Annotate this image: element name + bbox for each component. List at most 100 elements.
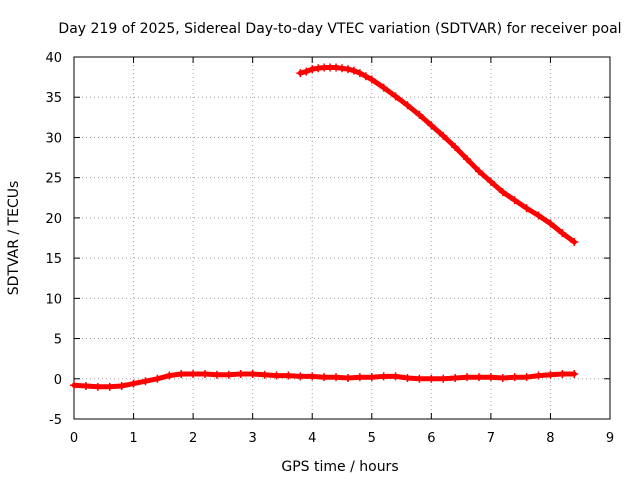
- plot-frame: [73, 56, 611, 420]
- data-point: [141, 377, 150, 386]
- x-tick-label: 0: [70, 431, 78, 446]
- y-tick-label: -5: [49, 413, 62, 428]
- chart-title: Day 219 of 2025, Sidereal Day-to-day VTE…: [58, 21, 621, 37]
- data-point: [302, 67, 311, 76]
- y-tick-label: 35: [45, 91, 62, 106]
- data-point: [308, 372, 317, 381]
- data-point: [558, 369, 567, 378]
- data-point: [415, 374, 424, 383]
- data-point: [451, 143, 460, 152]
- data-point: [570, 238, 579, 247]
- series-trace: [297, 65, 577, 245]
- data-point: [70, 381, 78, 390]
- data-point: [332, 373, 341, 382]
- data-point: [486, 373, 495, 382]
- data-point: [338, 64, 346, 73]
- data-point: [379, 83, 388, 92]
- data-point: [343, 373, 352, 382]
- data-point: [361, 72, 370, 81]
- y-tick-label: 40: [45, 51, 62, 66]
- data-point: [570, 369, 579, 378]
- x-tick-label: 4: [308, 431, 316, 446]
- series-sdtvar: [296, 63, 579, 247]
- data-point: [189, 369, 198, 378]
- data-point: [403, 101, 412, 110]
- data-point: [510, 373, 519, 382]
- data-point: [522, 204, 531, 213]
- data-point: [427, 374, 436, 383]
- y-tick-label: 15: [45, 252, 62, 267]
- data-point: [474, 167, 483, 176]
- data-point: [510, 196, 519, 205]
- data-point: [165, 371, 174, 380]
- data-point: [129, 379, 138, 388]
- data-point: [415, 110, 424, 119]
- data-point: [355, 373, 364, 382]
- data-point: [224, 370, 233, 379]
- data-point: [332, 63, 341, 72]
- y-tick-label: 10: [45, 292, 62, 307]
- data-point: [248, 369, 257, 378]
- data-point: [81, 382, 90, 391]
- data-point: [379, 372, 388, 381]
- y-tick-label: 25: [45, 172, 62, 187]
- data-point: [296, 372, 305, 381]
- y-tick-label: 0: [54, 373, 62, 388]
- data-point: [367, 75, 376, 84]
- data-point: [463, 155, 472, 164]
- data-point: [463, 373, 472, 382]
- data-point: [451, 373, 460, 382]
- data-point: [117, 382, 126, 391]
- data-point: [474, 373, 483, 382]
- x-tick-label: 6: [427, 431, 435, 446]
- x-tick-label: 2: [189, 431, 197, 446]
- data-point: [343, 65, 352, 74]
- data-point: [534, 371, 543, 380]
- data-point: [367, 373, 376, 382]
- y-tick-label: 5: [54, 333, 62, 348]
- data-point: [546, 219, 555, 228]
- data-point: [427, 121, 436, 130]
- data-point: [153, 374, 162, 383]
- x-tick-label: 8: [546, 431, 554, 446]
- y-tick-label: 30: [45, 131, 62, 146]
- data-point: [105, 382, 114, 391]
- data-point: [558, 229, 567, 238]
- data-point: [534, 211, 543, 220]
- data-point: [391, 92, 400, 101]
- y-axis-label: SDTVAR / TECUs: [6, 181, 22, 296]
- series-sdtvar: [70, 369, 579, 391]
- data-point: [212, 370, 221, 379]
- x-tick-label: 7: [487, 431, 495, 446]
- x-tick-label: 9: [606, 431, 614, 446]
- x-tick-label: 3: [249, 431, 257, 446]
- x-axis-label: GPS time / hours: [281, 459, 398, 475]
- data-point: [439, 374, 448, 383]
- data-point: [314, 64, 323, 73]
- data-point: [498, 373, 507, 382]
- data-point: [391, 372, 400, 381]
- data-point: [272, 371, 281, 380]
- data-point: [260, 370, 269, 379]
- data-point: [355, 69, 364, 78]
- data-point: [498, 188, 507, 197]
- data-point: [522, 373, 531, 382]
- data-point: [403, 373, 412, 382]
- data-point: [236, 369, 245, 378]
- data-point: [546, 370, 555, 379]
- axis-ticks: 0 1 2 3 4 5 6 7 8 9 -5 0 5 10 15 20 25 30 35 40: [45, 51, 614, 446]
- data-point: [296, 69, 305, 78]
- data-point: [349, 66, 358, 75]
- data-point: [284, 371, 293, 380]
- data-point: [320, 373, 329, 382]
- data-point: [308, 65, 317, 74]
- data-point: [201, 369, 210, 378]
- grid-lines: [74, 57, 610, 419]
- data-point: [486, 177, 495, 186]
- data-point: [93, 382, 102, 391]
- x-tick-label: 1: [129, 431, 137, 446]
- x-tick-label: 5: [368, 431, 376, 446]
- data-point: [439, 131, 448, 140]
- data-series: [70, 63, 579, 391]
